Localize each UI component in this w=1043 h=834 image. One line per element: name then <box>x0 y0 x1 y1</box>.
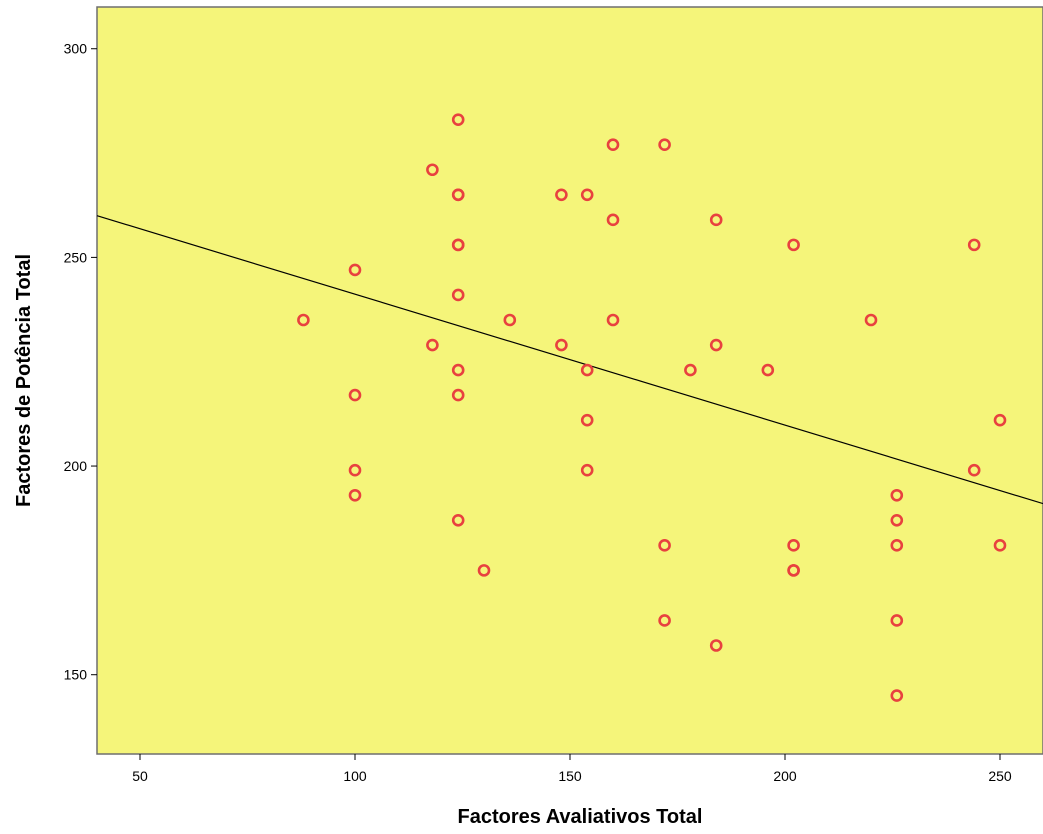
data-point <box>451 363 465 377</box>
data-point <box>451 188 465 202</box>
fit-line <box>96 215 1043 505</box>
data-point <box>348 263 362 277</box>
data-points <box>297 113 1007 702</box>
data-point <box>709 338 723 352</box>
data-point <box>606 213 620 227</box>
data-point <box>451 288 465 302</box>
x-tick-label: 250 <box>988 768 1012 784</box>
data-point <box>967 463 981 477</box>
data-point <box>658 539 671 552</box>
plot-area <box>96 6 1043 755</box>
data-point <box>555 188 568 202</box>
data-point <box>684 363 697 377</box>
y-tick-label: 200 <box>64 458 88 474</box>
data-point <box>297 313 310 327</box>
data-point <box>348 488 362 502</box>
x-tick-label: 150 <box>558 768 582 784</box>
data-point <box>967 238 981 252</box>
data-point <box>555 338 568 352</box>
data-point <box>890 539 904 552</box>
data-point <box>658 614 671 627</box>
data-point <box>890 614 904 627</box>
data-point <box>426 163 439 177</box>
fit-line-layer <box>96 215 1043 505</box>
data-point <box>606 138 620 152</box>
data-point <box>993 539 1007 552</box>
data-point <box>503 313 517 327</box>
data-point <box>890 488 904 502</box>
data-point <box>348 463 362 477</box>
x-axis-title: Factores Avaliativos Total <box>458 806 703 828</box>
x-axis: 50 100 150 200 250 <box>132 754 1012 784</box>
data-point <box>348 388 362 402</box>
data-point <box>477 564 491 577</box>
x-tick-label: 50 <box>132 768 148 784</box>
x-tick-label: 100 <box>343 768 367 784</box>
x-tick-label: 200 <box>773 768 797 784</box>
data-point <box>658 138 671 152</box>
data-point <box>580 188 594 202</box>
data-point <box>580 363 594 377</box>
data-point <box>451 388 465 402</box>
data-point <box>787 539 800 552</box>
data-point <box>606 313 620 327</box>
data-point <box>787 238 800 252</box>
y-tick-label: 150 <box>64 667 88 683</box>
data-point <box>890 689 904 702</box>
data-point <box>580 463 594 477</box>
data-point <box>890 514 904 527</box>
data-point <box>787 564 800 577</box>
data-point <box>761 363 775 377</box>
data-point <box>451 113 465 126</box>
y-tick-label: 300 <box>64 41 88 57</box>
data-point <box>426 338 439 352</box>
data-point <box>451 238 465 252</box>
data-point <box>580 413 594 427</box>
y-axis-title: Factores de Potência Total <box>13 254 35 507</box>
data-point <box>993 413 1007 427</box>
data-point <box>451 514 465 527</box>
y-tick-label: 250 <box>64 249 88 265</box>
data-point <box>709 639 723 652</box>
y-axis: 150 200 250 300 <box>64 41 97 683</box>
data-point <box>709 213 723 227</box>
data-point <box>864 313 878 327</box>
